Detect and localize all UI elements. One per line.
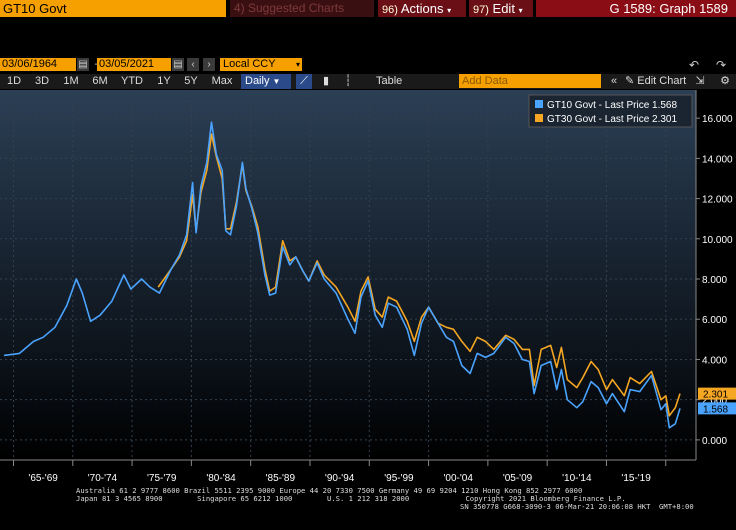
currency-value: Local CCY <box>223 58 276 70</box>
actions-number: 96) <box>382 4 398 16</box>
x-tick-label: '70-'74 <box>88 473 118 484</box>
caret-down-icon: ▾ <box>295 60 300 69</box>
x-axis-ticks: '65-'69 '70-'74 '75-'79 '80-'84 '85-'89 '90-'… <box>12 460 667 484</box>
y-tick-label: 14.000 <box>702 154 733 165</box>
period-6m[interactable]: 6M <box>92 75 108 87</box>
footer: Australia 61 2 9777 8600 Brazil 5511 239… <box>0 486 736 530</box>
footer-line-2: Japan 81 3 4565 8900 Singapore 65 6212 1… <box>76 494 626 503</box>
x-tick-label: '85-'89 <box>266 473 296 484</box>
undo-icon[interactable]: ↶ <box>689 58 700 72</box>
edit-chart-button[interactable]: ✎ Edit Chart <box>625 74 686 89</box>
end-date-field[interactable]: 03/05/2021 <box>97 58 171 71</box>
y-tick-label: 12.000 <box>702 195 733 206</box>
redo-icon[interactable]: ↷ <box>716 58 727 72</box>
footer-line-1: Australia 61 2 9777 8600 Brazil 5511 239… <box>76 486 583 495</box>
y-axis-ticks: 0.000 2.000 4.000 6.000 8.000 10.000 12.000 14.… <box>696 114 733 447</box>
legend-box <box>528 94 693 128</box>
legend-swatch-gt10 <box>535 100 543 108</box>
legend-swatch-gt30 <box>535 114 543 122</box>
currency-select[interactable]: Local CCY ▾ <box>220 58 302 71</box>
edit-label: Edit <box>492 1 515 16</box>
frequency-select[interactable]: Daily ▼ <box>241 74 291 89</box>
security-ticker-field[interactable]: GT10 Govt <box>0 0 226 17</box>
last-price-value-gt10: 1.568 <box>703 404 728 415</box>
period-1d[interactable]: 1D <box>6 75 22 87</box>
x-tick-label: '95-'99 <box>384 473 414 484</box>
caret-down-icon: ▾ <box>518 6 523 15</box>
edit-chart-label: Edit Chart <box>637 75 687 87</box>
y-tick-label: 2.000 <box>702 396 727 407</box>
yield-chart[interactable]: 0.000 2.000 4.000 6.000 8.000 10.000 12.000 14.… <box>0 90 736 486</box>
start-date-field[interactable]: 03/06/1964 <box>0 58 76 71</box>
calendar-icon[interactable]: ▤ <box>172 58 184 71</box>
x-tick-label: '80-'84 <box>206 473 236 484</box>
zoom-icon[interactable]: ⇲ <box>695 75 705 87</box>
x-tick-label: '05-'09 <box>503 473 533 484</box>
y-tick-label: 0.000 <box>702 436 727 447</box>
x-tick-label: '00-'04 <box>444 473 474 484</box>
caret-down-icon: ▼ <box>272 77 281 86</box>
calendar-icon[interactable]: ▤ <box>77 58 89 71</box>
period-5y[interactable]: 5Y <box>184 75 198 87</box>
actions-menu[interactable]: 96) Actions ▾ <box>378 0 466 17</box>
double-chevron-left-icon[interactable]: « <box>610 75 618 87</box>
x-tick-label: '10-'14 <box>562 473 592 484</box>
x-tick-label: '65-'69 <box>28 473 58 484</box>
bar-chart-icon[interactable]: ▮ <box>322 75 330 87</box>
period-1m[interactable]: 1M <box>63 75 79 87</box>
gear-icon[interactable]: ⚙ <box>720 75 730 87</box>
x-tick-label: '90-'94 <box>325 473 355 484</box>
caret-down-icon: ▾ <box>447 6 452 15</box>
period-3d[interactable]: 3D <box>34 75 50 87</box>
last-price-tag-gt10 <box>698 402 736 415</box>
series-line-gt10 <box>3 121 681 429</box>
actions-label: Actions <box>400 1 444 16</box>
last-price-tag-gt30 <box>698 387 736 400</box>
table-button[interactable]: Table <box>376 75 403 87</box>
x-tick-label: '75-'79 <box>147 473 177 484</box>
edit-menu[interactable]: 97) Edit ▾ <box>469 0 533 17</box>
legend: GT10 Govt - Last Price 1.568 GT30 Govt -… <box>528 94 693 128</box>
candle-chart-icon[interactable]: ┆ <box>344 75 352 87</box>
y-tick-label: 4.000 <box>702 355 727 366</box>
x-tick-label: '15-'19 <box>621 473 651 484</box>
y-tick-label: 16.000 <box>702 114 733 125</box>
add-data-input[interactable]: Add Data <box>459 74 601 88</box>
period-1y[interactable]: 1Y <box>157 75 171 87</box>
series-line-gt30 <box>157 133 681 417</box>
y-tick-label: 8.000 <box>702 275 727 286</box>
chevron-left-icon[interactable]: ‹ <box>187 58 199 71</box>
y-tick-label: 10.000 <box>702 235 733 246</box>
series-group <box>3 121 681 429</box>
pencil-icon: ✎ <box>625 75 635 87</box>
legend-label-gt10: GT10 Govt - Last Price 1.568 <box>547 100 677 111</box>
edit-number: 97) <box>473 4 489 16</box>
suggested-charts-button[interactable]: 4) Suggested Charts <box>230 0 374 17</box>
footer-line-3: SN 350778 G668-3090-3 06-Mar-21 20:06:08… <box>460 502 694 511</box>
x-grid-lines <box>12 90 667 460</box>
y-tick-label: 6.000 <box>702 315 727 326</box>
plot-background <box>0 90 696 459</box>
legend-label-gt30: GT30 Govt - Last Price 2.301 <box>547 114 677 125</box>
period-ytd[interactable]: YTD <box>121 75 143 87</box>
line-chart-icon[interactable]: ⟋ <box>296 74 312 89</box>
period-max[interactable]: Max <box>211 75 233 87</box>
frequency-value: Daily <box>245 75 270 87</box>
graph-title: G 1589: Graph 1589 <box>536 0 736 17</box>
last-price-value-gt30: 2.301 <box>703 390 728 401</box>
chevron-right-icon[interactable]: › <box>203 58 215 71</box>
